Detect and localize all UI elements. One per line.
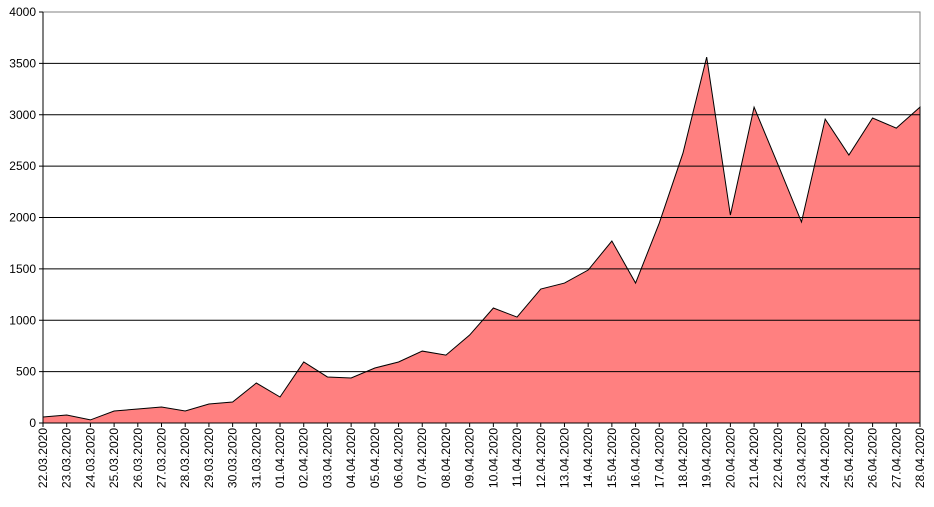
x-tick-label: 11.04.2020 <box>510 428 524 487</box>
y-tick-label: 4000 <box>9 5 36 19</box>
x-tick-label: 31.03.2020 <box>249 428 263 488</box>
y-tick-label: 0 <box>29 416 36 430</box>
x-tick-label: 26.04.2020 <box>866 428 880 488</box>
x-tick-label: 15.04.2020 <box>605 428 619 488</box>
x-tick-label: 24.03.2020 <box>83 428 97 488</box>
x-tick-label: 20.04.2020 <box>723 428 737 488</box>
y-tick-label: 1500 <box>9 262 36 276</box>
y-tick-label: 2000 <box>9 211 36 225</box>
x-tick-label: 12.04.2020 <box>534 428 548 488</box>
x-tick-label: 05.04.2020 <box>368 428 382 488</box>
x-tick-label: 24.04.2020 <box>818 428 832 488</box>
x-tick-label: 09.04.2020 <box>463 428 477 488</box>
x-tick-label: 17.04.2020 <box>652 428 666 488</box>
x-tick-label: 25.03.2020 <box>107 428 121 488</box>
x-tick-label: 28.04.2020 <box>913 428 927 488</box>
x-tick-label: 19.04.2020 <box>700 428 714 488</box>
x-tick-label: 28.03.2020 <box>178 428 192 488</box>
y-tick-label: 2500 <box>9 159 36 173</box>
x-tick-label: 21.04.2020 <box>747 428 761 488</box>
y-tick-label: 500 <box>16 365 36 379</box>
x-tick-label: 04.04.2020 <box>344 428 358 488</box>
x-tick-label: 10.04.2020 <box>486 428 500 488</box>
x-tick-label: 13.04.2020 <box>557 428 571 488</box>
x-tick-label: 30.03.2020 <box>226 428 240 488</box>
x-tick-label: 06.04.2020 <box>392 428 406 488</box>
x-tick-label: 18.04.2020 <box>676 428 690 488</box>
x-tick-label: 07.04.2020 <box>415 428 429 488</box>
x-tick-label: 01.04.2020 <box>273 428 287 488</box>
x-tick-label: 27.04.2020 <box>889 428 903 488</box>
y-tick-label: 3000 <box>9 108 36 122</box>
x-tick-label: 26.03.2020 <box>131 428 145 488</box>
x-tick-label: 22.04.2020 <box>771 428 785 488</box>
x-tick-label: 14.04.2020 <box>581 428 595 488</box>
x-tick-label: 25.04.2020 <box>842 428 856 488</box>
x-tick-label: 22.03.2020 <box>36 428 50 488</box>
x-tick-label: 23.04.2020 <box>794 428 808 488</box>
x-tick-label: 23.03.2020 <box>60 428 74 488</box>
x-tick-label: 27.03.2020 <box>155 428 169 488</box>
x-tick-label: 16.04.2020 <box>629 428 643 488</box>
x-tick-label: 03.04.2020 <box>320 428 334 488</box>
x-tick-label: 02.04.2020 <box>297 428 311 488</box>
x-tick-label: 08.04.2020 <box>439 428 453 488</box>
area <box>42 56 921 424</box>
y-tick-label: 1000 <box>9 313 36 327</box>
y-tick-label: 3500 <box>9 56 36 70</box>
x-tick-label: 29.03.2020 <box>202 428 216 488</box>
